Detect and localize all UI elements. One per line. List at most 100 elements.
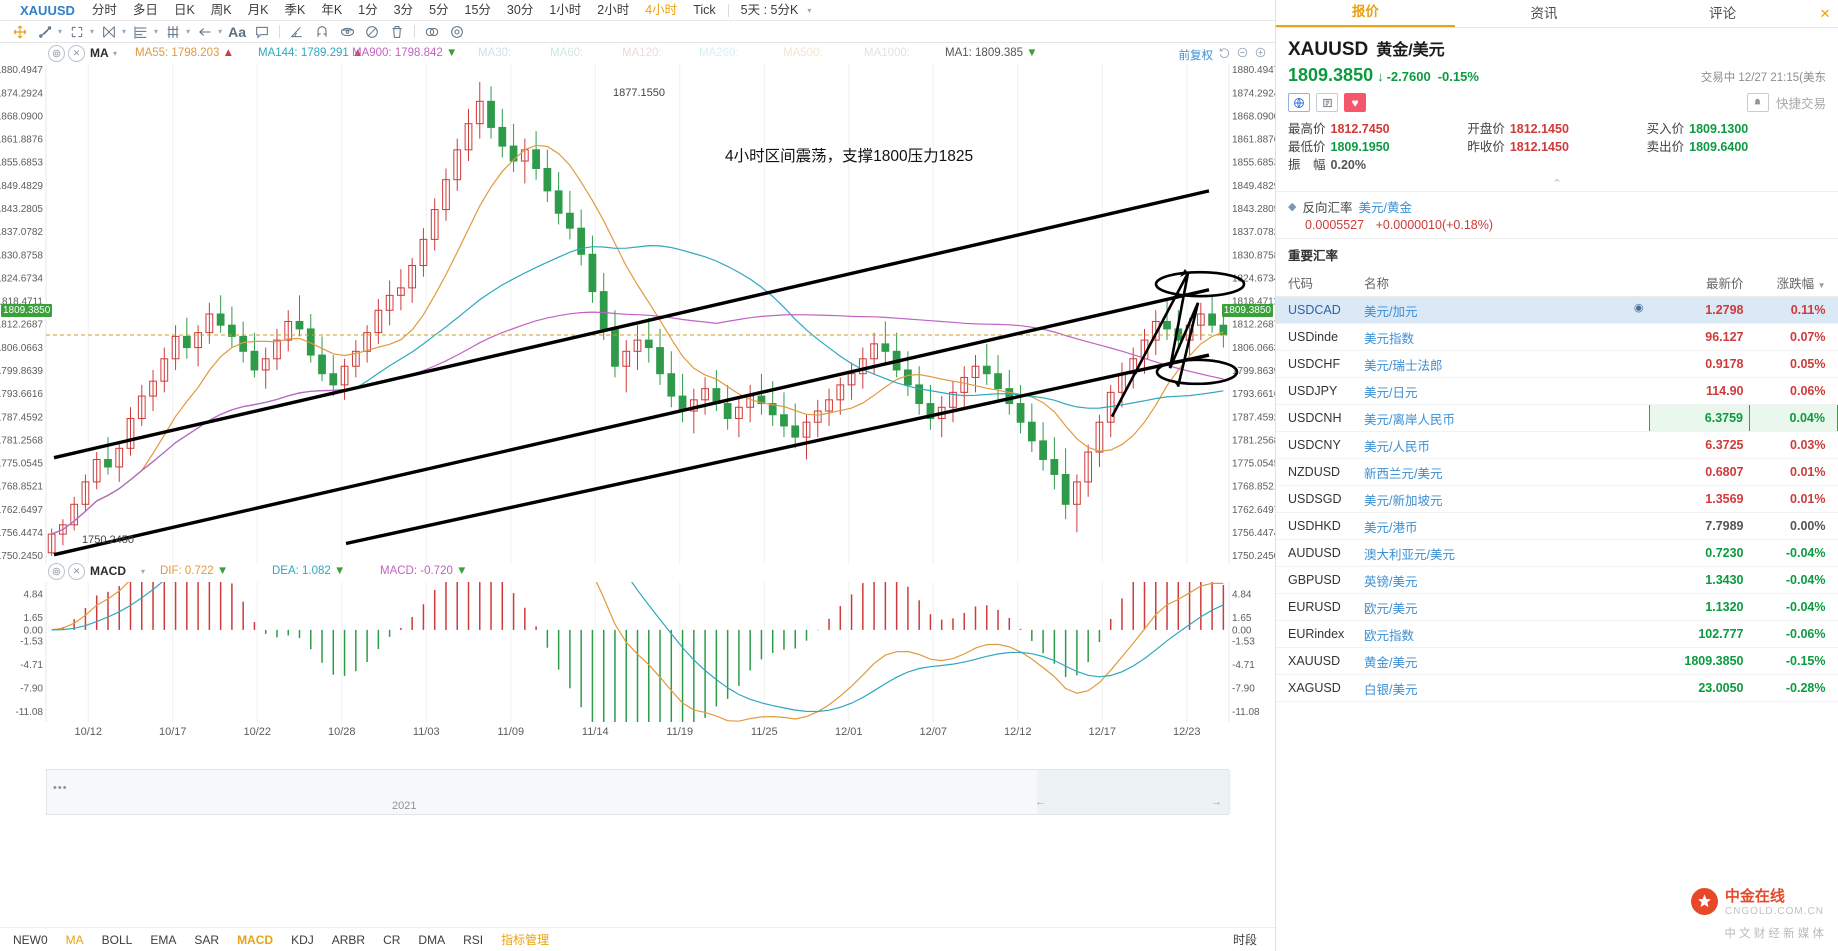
period-5min[interactable]: 5分	[429, 2, 449, 17]
chevron-down-icon-shape[interactable]: ▾	[90, 27, 95, 36]
macd-chart[interactable]: 4.84 4.84 1.65 1.65 0.00 0.00 -1.53 -1.53 -4.71-…	[0, 468, 1275, 773]
period-zhouk[interactable]: 周K	[210, 2, 232, 17]
zoom-in-icon[interactable]	[1254, 46, 1267, 62]
table-row[interactable]: USDSGD 美元/新加坡元 1.3569 0.01%	[1276, 485, 1838, 513]
close-icon[interactable]: ✕	[1819, 6, 1831, 21]
period-2hour[interactable]: 2小时	[597, 2, 630, 17]
range-navigator-left-arrow[interactable]: ←	[1035, 796, 1046, 808]
fx-code[interactable]: EURUSD	[1276, 593, 1358, 621]
lock-tool-icon[interactable]	[360, 22, 384, 42]
fx-name[interactable]: 新西兰元/美元	[1358, 458, 1650, 486]
table-row[interactable]: USDCAD 美元/加元 ◉ 1.2798 0.11%	[1276, 296, 1838, 324]
fx-th-chg[interactable]: 涨跌幅 ▼	[1749, 269, 1838, 297]
price-chart-svg[interactable]: 1880.4947 1880.4947 1874.2924 1874.2924 1868…	[0, 64, 1280, 564]
settings-tool-icon[interactable]	[445, 22, 469, 42]
fx-code[interactable]: AUDUSD	[1276, 539, 1358, 567]
toolbar-symbol[interactable]: XAUUSD	[20, 2, 75, 18]
fx-name[interactable]: 黄金/美元	[1358, 647, 1650, 675]
bb-rsi[interactable]: RSI	[463, 932, 484, 947]
collapse-icon[interactable]: ⌃	[1552, 178, 1562, 190]
period-rik[interactable]: 日K	[173, 2, 195, 17]
fx-code[interactable]: GBPUSD	[1276, 566, 1358, 594]
fib-tool-icon[interactable]	[97, 22, 121, 42]
ma30-label[interactable]: MA30:	[478, 47, 512, 59]
fx-code[interactable]: USDCAD	[1276, 296, 1358, 324]
period-tick[interactable]: Tick	[693, 2, 716, 17]
ma900-label[interactable]: MA900: 1798.842 ▼	[352, 47, 458, 59]
macd-dea-label[interactable]: DEA: 1.082 ▼	[272, 565, 346, 577]
arrow-tool-icon[interactable]	[193, 22, 217, 42]
table-row[interactable]: USDCHF 美元/瑞士法郎 0.9178 0.05%	[1276, 350, 1838, 378]
macd-close-icon[interactable]: ✕	[68, 563, 85, 580]
shape-tool-icon[interactable]	[65, 22, 89, 42]
trendline-tool-icon[interactable]	[33, 22, 57, 42]
table-row[interactable]: USDCNY 美元/人民币 6.3725 0.03%	[1276, 431, 1838, 459]
fx-code[interactable]: NZDUSD	[1276, 458, 1358, 486]
text-lines-tool-icon[interactable]	[129, 22, 153, 42]
fx-th-last[interactable]: 最新价	[1649, 269, 1750, 297]
tab-comments[interactable]: 评论	[1709, 6, 1737, 21]
note-icon[interactable]	[1316, 93, 1338, 112]
fx-th-name[interactable]: 名称	[1358, 269, 1650, 297]
bb-dma[interactable]: DMA	[418, 932, 446, 947]
fx-name[interactable]: 白银/美元	[1358, 674, 1650, 702]
quick-trade-button[interactable]: 快捷交易	[1775, 97, 1826, 111]
move-tool-icon[interactable]	[8, 22, 32, 42]
fx-code[interactable]: USDCHF	[1276, 350, 1358, 378]
heart-icon[interactable]: ♥	[1344, 93, 1366, 112]
fx-name[interactable]: 欧元指数	[1358, 620, 1650, 648]
fx-code[interactable]: USDJPY	[1276, 377, 1358, 405]
table-row[interactable]: USDHKD 美元/港币 7.7989 0.00%	[1276, 512, 1838, 540]
range-navigator-right-arrow[interactable]: →	[1211, 796, 1222, 808]
table-row[interactable]: XAGUSD 白银/美元 23.0050 -0.28%	[1276, 674, 1838, 702]
visibility-tool-icon[interactable]	[335, 22, 359, 42]
fx-th-code[interactable]: 代码	[1276, 269, 1358, 297]
fx-code[interactable]: XAUUSD	[1276, 647, 1358, 675]
fx-name[interactable]: 美元/加元 ◉	[1358, 296, 1650, 324]
table-row[interactable]: USDCNH 美元/离岸人民币 6.3759 0.04%	[1276, 404, 1838, 432]
chevron-down-icon-macd[interactable]: ▾	[141, 567, 146, 576]
period-footer-label[interactable]: 时段	[1232, 933, 1257, 947]
fx-code[interactable]: EURindex	[1276, 620, 1358, 648]
fx-code[interactable]: USDCNY	[1276, 431, 1358, 459]
reset-zoom-icon[interactable]	[1218, 46, 1231, 62]
indicator-name-macd[interactable]: MACD	[90, 564, 126, 578]
bb-arbr[interactable]: ARBR	[331, 932, 366, 947]
angle-tool-icon[interactable]	[285, 22, 309, 42]
bb-macd[interactable]: MACD	[237, 932, 274, 947]
indicator-manage-button[interactable]: 指标管理	[501, 933, 550, 947]
inverse-rate-pair[interactable]: 美元/黄金	[1358, 201, 1412, 215]
fx-name[interactable]: 英镑/美元	[1358, 566, 1650, 594]
table-row[interactable]: EURindex 欧元指数 102.777 -0.06%	[1276, 620, 1838, 648]
fx-code[interactable]: XAGUSD	[1276, 674, 1358, 702]
ma120-label[interactable]: MA120:	[622, 47, 662, 59]
period-3min[interactable]: 3分	[393, 2, 414, 17]
period-duori[interactable]: 多日	[132, 2, 158, 17]
ma55-label[interactable]: MA55: 1798.203 ▲	[135, 47, 234, 59]
indicator-close-icon[interactable]: ✕	[68, 45, 85, 62]
fx-name[interactable]: 澳大利亚元/美元	[1358, 539, 1650, 567]
eye-icon[interactable]: ◉	[1633, 301, 1644, 314]
table-row[interactable]: NZDUSD 新西兰元/美元 0.6807 0.01%	[1276, 458, 1838, 486]
tab-quotes[interactable]: 报价	[1276, 0, 1455, 27]
ma144-label[interactable]: MA144: 1789.291 ▲	[258, 47, 364, 59]
fx-code[interactable]: USDHKD	[1276, 512, 1358, 540]
period-fenshi[interactable]: 分时	[91, 2, 117, 17]
bb-ma[interactable]: MA	[65, 932, 84, 947]
fx-name[interactable]: 美元/新加坡元	[1358, 485, 1650, 513]
chevron-down-icon[interactable]: ▾	[807, 5, 812, 15]
measure-tool-icon[interactable]	[161, 22, 185, 42]
fx-name[interactable]: 美元/离岸人民币	[1358, 404, 1650, 432]
table-row[interactable]: USDJPY 美元/日元 114.90 0.06%	[1276, 377, 1838, 405]
chevron-down-icon-textlines[interactable]: ▾	[154, 27, 159, 36]
ma1-label[interactable]: MA1: 1809.385 ▼	[945, 47, 1038, 59]
ma500-label[interactable]: MA500:	[783, 47, 823, 59]
table-row[interactable]: GBPUSD 英镑/美元 1.3430 -0.04%	[1276, 566, 1838, 594]
range-navigator[interactable]: ••• 2021 ← →	[46, 769, 1231, 815]
fx-name[interactable]: 美元/港币	[1358, 512, 1650, 540]
table-row[interactable]: XAUUSD 黄金/美元 1809.3850 -0.15%	[1276, 647, 1838, 675]
period-30min[interactable]: 30分	[506, 2, 534, 17]
bb-kdj[interactable]: KDJ	[291, 932, 314, 947]
bb-cr[interactable]: CR	[383, 932, 401, 947]
fx-code[interactable]: USDCNH	[1276, 404, 1358, 432]
